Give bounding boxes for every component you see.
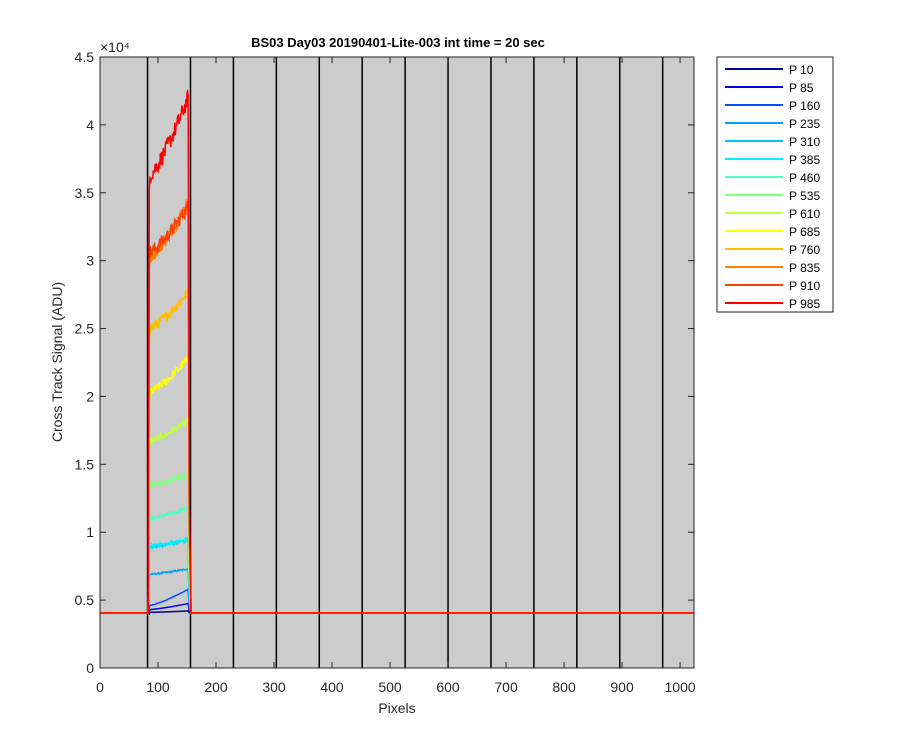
plot-border (99, 56, 695, 669)
x-tick-label: 300 (262, 679, 286, 695)
y-axis-exponent-label: ×10⁴ (100, 39, 130, 55)
y-tick-label: 0 (86, 660, 94, 676)
legend-label: P 610 (789, 207, 820, 221)
x-tick-label: 1000 (665, 679, 696, 695)
plot-area (100, 57, 694, 668)
y-tick-label: 4.5 (75, 49, 95, 65)
legend-label: P 985 (789, 297, 820, 311)
x-tick-label: 500 (378, 679, 402, 695)
x-tick-label: 900 (610, 679, 634, 695)
series-line-p-535 (100, 471, 694, 614)
y-tick-label: 1.5 (75, 456, 95, 472)
series-line-p-85 (100, 602, 694, 614)
series-line-p-985 (100, 88, 694, 614)
legend-label: P 460 (789, 171, 820, 185)
series-lines (100, 88, 694, 616)
series-line-p-10 (100, 610, 694, 616)
y-tick-label: 1 (86, 524, 94, 540)
y-tick-label: 2 (86, 388, 94, 404)
series-line-p-235 (100, 567, 694, 614)
legend: P 10 P 85 P 160 P 235 P 310 P 385 P 460 P 535 P … (716, 56, 834, 313)
legend-label: P 910 (789, 279, 820, 293)
x-tick-label: 200 (204, 679, 228, 695)
x-tick-label: 400 (320, 679, 344, 695)
y-axis-ticks: 0 0.5 1 1.5 2 2.5 3 3.5 4 4.5 (75, 49, 694, 676)
legend-label: P 385 (789, 153, 820, 167)
x-tick-label: 100 (146, 679, 170, 695)
legend-label: P 310 (789, 135, 820, 149)
series-line-p-685 (100, 356, 694, 614)
y-axis-label: Cross Track Signal (ADU) (49, 282, 65, 442)
series-line-p-160 (100, 588, 694, 614)
x-tick-label: 700 (494, 679, 518, 695)
y-tick-label: 2.5 (75, 321, 95, 337)
series-line-p-610 (100, 417, 694, 614)
legend-label: P 85 (789, 81, 814, 95)
legend-label: P 760 (789, 243, 820, 257)
legend-box (716, 56, 834, 313)
y-tick-label: 3 (86, 253, 94, 269)
series-line-p-460 (100, 505, 694, 614)
y-tick-label: 3.5 (75, 185, 95, 201)
y-tick-label: 4 (86, 117, 94, 133)
legend-label: P 10 (789, 63, 814, 77)
x-tick-label: 0 (96, 679, 104, 695)
series-line-p-910 (100, 201, 694, 614)
series-line-p-760 (100, 287, 694, 614)
x-tick-label: 800 (552, 679, 576, 695)
y-tick-label: 0.5 (75, 592, 95, 608)
legend-label: P 235 (789, 117, 820, 131)
x-axis-label: Pixels (378, 700, 415, 716)
legend-label: P 835 (789, 261, 820, 275)
vertical-lines (146, 57, 664, 668)
legend-label: P 535 (789, 189, 820, 203)
x-axis-ticks: 0 100 200 300 400 500 600 700 800 900 1000 (96, 57, 696, 695)
x-tick-label: 600 (436, 679, 460, 695)
series-line-p-385 (100, 535, 694, 614)
legend-label: P 685 (789, 225, 820, 239)
chart-title: BS03 Day03 20190401-Lite-003 int time = … (251, 35, 545, 50)
legend-label: P 160 (789, 99, 820, 113)
